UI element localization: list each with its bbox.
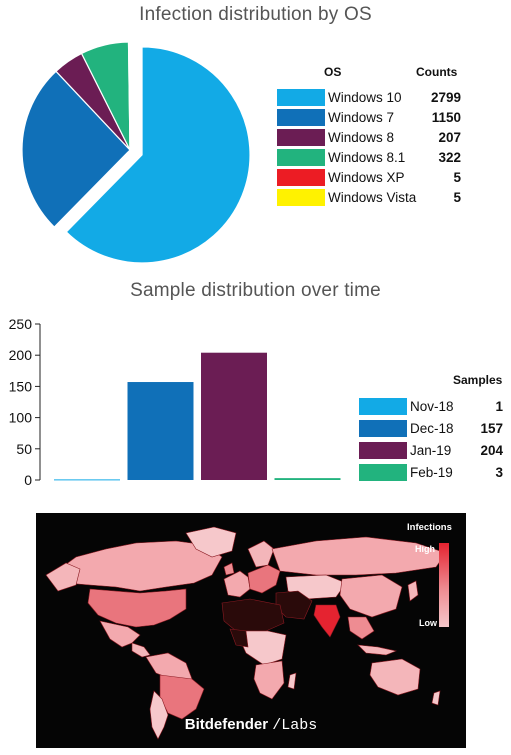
legend-label: Windows 10 xyxy=(328,90,402,105)
legend-swatch xyxy=(359,398,407,415)
legend-value: 1150 xyxy=(431,110,461,125)
central-africa-region xyxy=(235,630,287,666)
europe xyxy=(223,540,281,598)
pie-legend-item-windows-vista: Windows Vista 5 xyxy=(277,189,461,206)
brand-secondary: /Labs xyxy=(272,717,318,734)
russia-asia xyxy=(271,536,447,656)
bar-legend-item-jan-19: Jan-19 204 xyxy=(359,442,505,459)
legend-label: Jan-19 xyxy=(410,443,452,458)
pie-legend-item-windows-8-1: Windows 8.1 322 xyxy=(277,149,461,166)
legend-label: Windows 8 xyxy=(328,130,395,145)
pie-chart xyxy=(21,41,251,264)
southern-africa-region xyxy=(253,660,285,700)
map-legend-low-label: Low xyxy=(419,618,437,628)
bar-legend-item-feb-19: Feb-19 3 xyxy=(359,464,505,481)
legend-swatch xyxy=(277,89,325,106)
bar-legend-header-samples: Samples xyxy=(453,373,503,387)
legend-label: Dec-18 xyxy=(410,421,454,436)
central-america-region xyxy=(131,642,151,658)
legend-swatch xyxy=(277,109,325,126)
legend-value: 157 xyxy=(480,421,503,436)
legend-label: Windows Vista xyxy=(328,190,417,205)
scandinavia-region xyxy=(247,540,275,568)
y-tick-label: 50 xyxy=(16,441,32,457)
pie-legend-item-windows-7: Windows 7 1150 xyxy=(277,109,461,126)
legend-value: 5 xyxy=(453,190,461,205)
bar-nov-18 xyxy=(54,479,120,481)
pie-chart-title: Infection distribution by OS xyxy=(139,4,372,25)
map-legend-gradient xyxy=(439,543,449,627)
south-america xyxy=(145,652,205,740)
pie-legend-item-windows-10: Windows 10 2799 xyxy=(277,89,461,106)
new-zealand-region xyxy=(431,690,441,706)
y-tick-label: 150 xyxy=(9,378,33,394)
bar-feb-19 xyxy=(274,478,341,480)
legend-swatch xyxy=(277,129,325,146)
bar-legend-item-dec-18: Dec-18 157 xyxy=(359,420,505,437)
pie-legend-item-windows-xp: Windows XP 5 xyxy=(277,169,461,186)
pie-legend-header-counts: Counts xyxy=(416,65,458,79)
bar-chart-title: Sample distribution over time xyxy=(130,280,381,301)
legend-label: Windows 7 xyxy=(328,110,395,125)
legend-value: 3 xyxy=(495,465,503,480)
world-map xyxy=(45,526,447,740)
infection-map-panel: Infections High Low Bitdefender /Labs xyxy=(36,513,466,748)
usa-region xyxy=(87,588,187,628)
japan-region xyxy=(407,580,419,602)
legend-swatch xyxy=(359,442,407,459)
china-region xyxy=(339,574,403,618)
bitdefender-labs-logo: Bitdefender /Labs xyxy=(36,716,466,734)
alaska-region xyxy=(45,562,81,592)
brand-primary: Bitdefender xyxy=(184,716,269,733)
india-region xyxy=(313,604,341,638)
bar-dec-18 xyxy=(127,382,194,480)
madagascar-region xyxy=(287,672,297,690)
legend-value: 322 xyxy=(438,150,461,165)
pie-legend-header-os: OS xyxy=(324,65,342,79)
bar-jan-19 xyxy=(201,352,267,480)
legend-swatch xyxy=(359,420,407,437)
bar-chart: 0 50 100 150 200 250 xyxy=(9,316,341,488)
europe-west xyxy=(223,570,251,598)
legend-swatch xyxy=(359,464,407,481)
map-legend-high-label: High xyxy=(415,544,435,554)
y-tick-label: 0 xyxy=(24,472,32,488)
legend-value: 1 xyxy=(495,399,503,414)
africa xyxy=(221,598,297,700)
legend-label: Feb-19 xyxy=(410,465,453,480)
north-africa-region xyxy=(221,598,285,632)
pie-slice-windows-10 xyxy=(65,46,251,264)
map-legend-title: Infections xyxy=(407,522,452,533)
southeast-asia-region xyxy=(347,616,375,640)
south-america-south xyxy=(149,690,169,740)
legend-value: 5 xyxy=(453,170,461,185)
canada-region xyxy=(53,540,223,592)
legend-label: Nov-18 xyxy=(410,399,454,414)
y-tick-label: 100 xyxy=(9,410,33,426)
oceania xyxy=(369,658,441,706)
y-tick-label: 250 xyxy=(9,316,33,332)
legend-swatch xyxy=(277,189,325,206)
north-america xyxy=(45,526,237,658)
pie-legend-item-windows-8: Windows 8 207 xyxy=(277,129,461,146)
pie-slice-windows-7 xyxy=(21,70,131,228)
legend-value: 204 xyxy=(480,443,503,458)
legend-swatch xyxy=(277,149,325,166)
legend-swatch xyxy=(277,169,325,186)
west-africa-region xyxy=(229,628,249,648)
russia-region xyxy=(271,536,447,576)
legend-label: Windows XP xyxy=(328,170,405,185)
australia-region xyxy=(369,658,421,696)
europe-central xyxy=(247,564,281,594)
uk-region xyxy=(223,562,235,576)
bar-legend-item-nov-18: Nov-18 1 xyxy=(359,398,505,415)
legend-value: 2799 xyxy=(430,90,461,105)
greenland-region xyxy=(185,526,237,558)
y-tick-label: 200 xyxy=(9,347,33,363)
pie-slice-windows-vista xyxy=(128,41,131,151)
legend-value: 207 xyxy=(438,130,461,145)
indonesia-region xyxy=(357,644,398,656)
legend-label: Windows 8.1 xyxy=(328,150,406,165)
